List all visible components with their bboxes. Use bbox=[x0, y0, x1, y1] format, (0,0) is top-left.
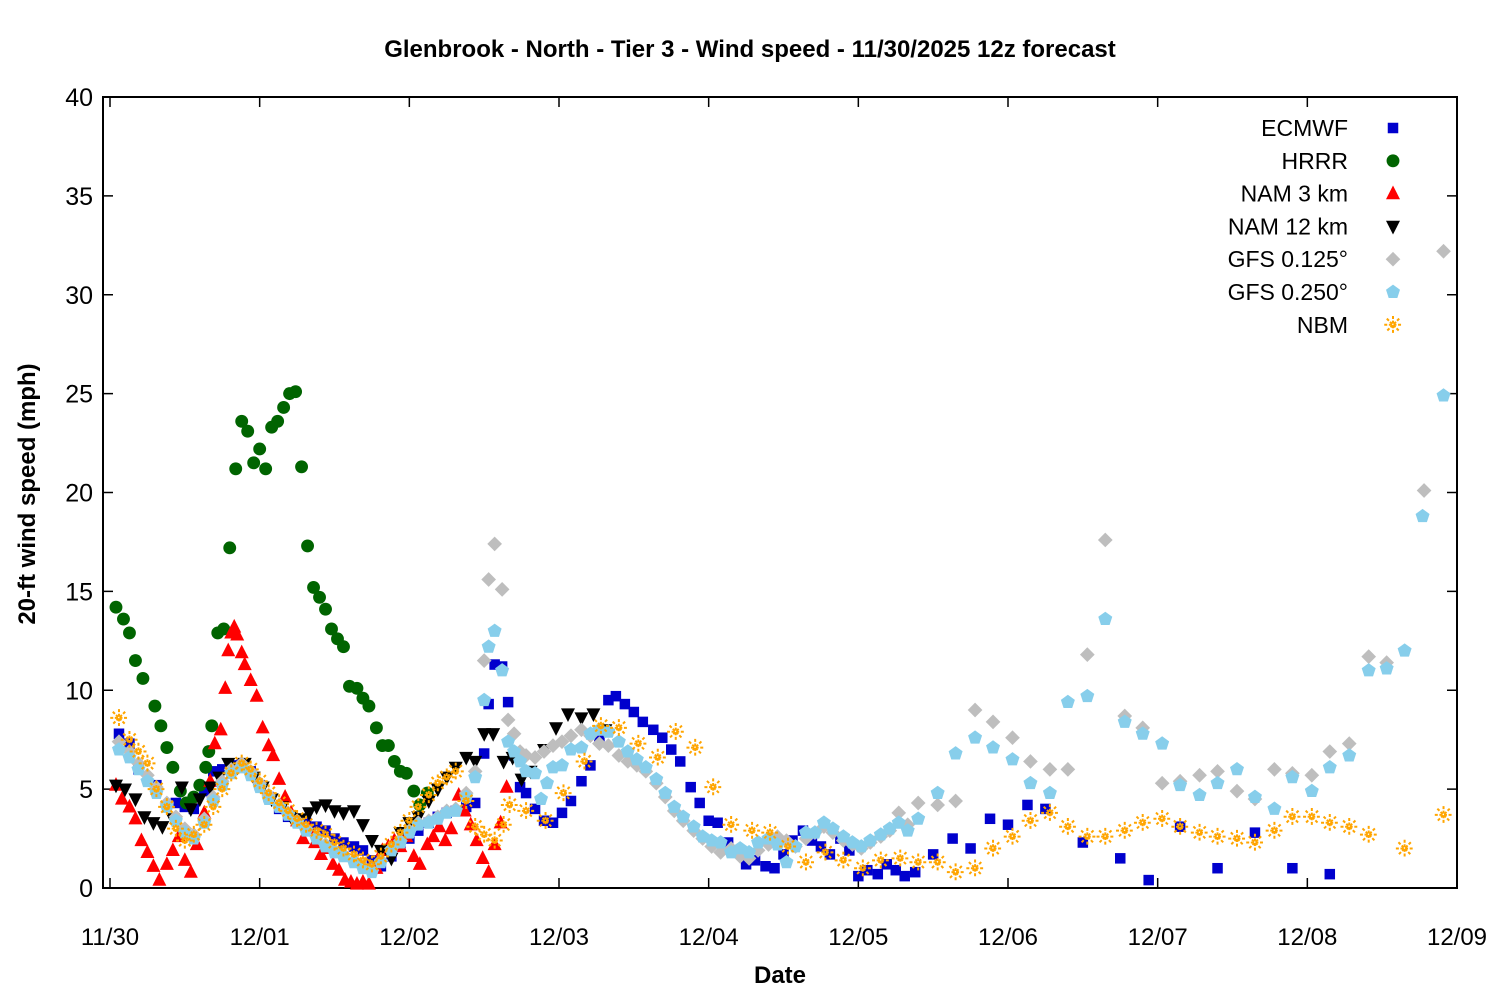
y-tick-label: 0 bbox=[79, 875, 93, 903]
plot-border-and-ticks: 11/30 12/01 12/02 12/03 12/04 12/05 12/06 12/07… bbox=[65, 84, 1487, 951]
x-tick-label: 12/02 bbox=[379, 924, 439, 951]
legend-marker-nam-3-km bbox=[1386, 185, 1400, 200]
x-tick-label: 12/01 bbox=[230, 924, 290, 951]
x-axis-label: Date bbox=[753, 962, 807, 989]
legend: ECMWF HRRR NAM 3 km NAM 12 km GFS 0.125° GFS … bbox=[1228, 115, 1402, 338]
legend-marker-gfs-0-125- bbox=[1385, 251, 1401, 267]
legend-label: ECMWF bbox=[1261, 115, 1348, 141]
legend-label: GFS 0.125° bbox=[1228, 246, 1348, 272]
y-tick-label: 35 bbox=[65, 183, 93, 211]
x-tick-label: 12/07 bbox=[1128, 924, 1188, 951]
x-tick-label: 12/05 bbox=[828, 924, 888, 951]
series-nbm bbox=[110, 709, 1453, 881]
legend-marker-ecmwf bbox=[1387, 122, 1399, 134]
x-tick-label: 12/06 bbox=[978, 924, 1038, 951]
y-tick-label: 40 bbox=[65, 84, 93, 112]
y-axis-label: 20-ft wind speed (mph) bbox=[14, 363, 41, 625]
legend-label: HRRR bbox=[1282, 148, 1348, 174]
y-tick-label: 25 bbox=[65, 381, 93, 409]
legend-marker-hrrr bbox=[1386, 154, 1400, 168]
y-tick-label: 10 bbox=[65, 677, 93, 705]
chart-title: Glenbrook - North - Tier 3 - Wind speed … bbox=[384, 36, 1116, 63]
legend-marker-gfs-0-250- bbox=[1386, 284, 1400, 298]
legend-label: NAM 3 km bbox=[1241, 181, 1348, 207]
y-tick-label: 20 bbox=[65, 480, 93, 508]
legend-marker-nam-12-km bbox=[1386, 220, 1400, 235]
x-tick-label: 12/08 bbox=[1277, 924, 1337, 951]
y-tick-label: 15 bbox=[65, 578, 93, 606]
x-tick-label: 12/04 bbox=[679, 924, 739, 951]
legend-marker-nbm bbox=[1384, 316, 1402, 334]
series-nam-3-km bbox=[108, 618, 514, 890]
y-tick-label: 30 bbox=[65, 282, 93, 310]
legend-label: GFS 0.250° bbox=[1228, 279, 1348, 305]
legend-label: NBM bbox=[1297, 312, 1348, 338]
legend-label: NAM 12 km bbox=[1228, 213, 1348, 239]
y-tick-label: 5 bbox=[79, 776, 93, 804]
x-tick-label: 12/09 bbox=[1427, 924, 1487, 951]
series-gfs-0-125- bbox=[111, 243, 1451, 878]
x-tick-label: 12/03 bbox=[529, 924, 589, 951]
x-tick-label: 11/30 bbox=[81, 924, 139, 951]
